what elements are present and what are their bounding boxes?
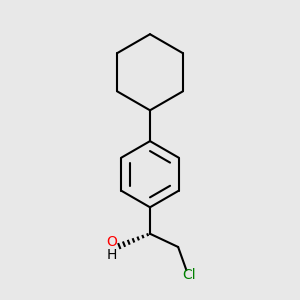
Text: H: H [107,248,117,262]
Text: Cl: Cl [182,268,196,282]
Text: O: O [106,235,117,249]
